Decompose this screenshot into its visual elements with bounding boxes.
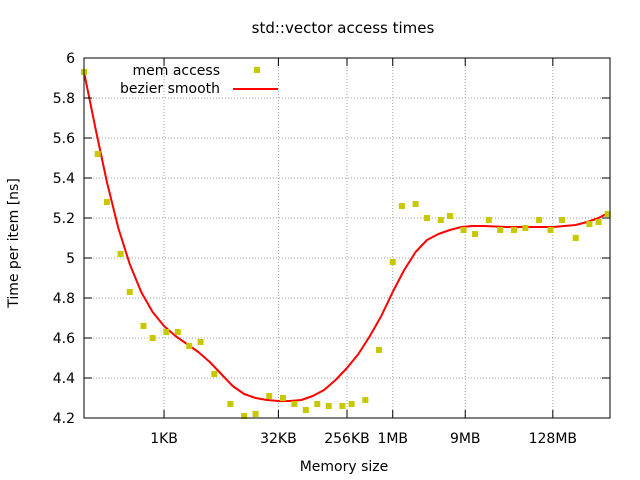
mem-access-point [302, 407, 309, 413]
y-tick-label: 6 [66, 51, 75, 67]
mem-access-point [362, 397, 369, 403]
mem-access-point [126, 289, 133, 295]
mem-access-point [412, 201, 419, 207]
x-tick-label: 9MB [450, 431, 481, 447]
mem-access-point [314, 401, 321, 407]
y-tick-label: 4.6 [53, 331, 75, 347]
y-tick-label: 4.8 [53, 291, 75, 307]
mem-access-point [572, 235, 579, 241]
mem-access-point [398, 203, 405, 209]
y-tick-label: 5.6 [53, 131, 75, 147]
mem-access-point [291, 401, 298, 407]
x-tick-label: 256KB [324, 431, 370, 447]
chart-title: std::vector access times [252, 19, 435, 37]
x-tick-label: 128MB [529, 431, 577, 447]
bezier-smooth-line [83, 71, 611, 402]
mem-access-point [103, 199, 110, 205]
mem-access-point [446, 213, 453, 219]
mem-access-point [510, 227, 517, 233]
y-tick-label: 5 [66, 251, 75, 267]
legend: mem access bezier smooth [120, 63, 278, 97]
mem-access-point [94, 151, 101, 157]
mem-access-point [117, 251, 124, 257]
y-tick-label: 5.4 [53, 171, 75, 187]
legend-swatch-mem-access [254, 67, 260, 73]
mem-access-point [558, 217, 565, 223]
mem-access-point [252, 411, 259, 417]
mem-access-point [227, 401, 234, 407]
mem-access-point [389, 259, 396, 265]
smooth-line-layer [83, 71, 611, 402]
mem-access-point [163, 329, 170, 335]
y-axis-label: Time per item [ns] [6, 178, 22, 309]
legend-label-mem-access: mem access [132, 63, 220, 79]
mem-access-point [325, 403, 332, 409]
mem-access-point [522, 225, 529, 231]
axis-ticks: 4.2 4.4 4.6 4.8 5 5.2 5.4 5.6 5.8 6 1KB 32KB 256KB 1M… [53, 51, 610, 447]
mem-access-point [497, 227, 504, 233]
mem-access-point [266, 393, 273, 399]
mem-access-point [149, 335, 156, 341]
data-points-layer [81, 69, 611, 419]
mem-access-point [536, 217, 543, 223]
mem-access-point [174, 329, 181, 335]
y-tick-label: 5.8 [53, 91, 75, 107]
mem-access-point [437, 217, 444, 223]
mem-access-point [460, 227, 467, 233]
mem-access-point [197, 339, 204, 345]
mem-access-point [376, 347, 383, 353]
mem-access-point [279, 395, 286, 401]
mem-access-point [604, 211, 611, 217]
mem-access-point [547, 227, 554, 233]
grid-lines [84, 58, 610, 418]
mem-access-point [485, 217, 492, 223]
mem-access-point [140, 323, 147, 329]
mem-access-point [424, 215, 431, 221]
y-tick-label: 4.2 [53, 411, 75, 427]
x-tick-label: 1MB [377, 431, 408, 447]
y-tick-label: 5.2 [53, 211, 75, 227]
mem-access-point [472, 231, 479, 237]
mem-access-point [211, 371, 218, 377]
mem-access-point [586, 221, 593, 227]
x-tick-label: 32KB [260, 431, 297, 447]
mem-access-point [348, 401, 355, 407]
mem-access-point [186, 343, 193, 349]
mem-access-point [339, 403, 346, 409]
x-axis-label: Memory size [300, 459, 389, 475]
mem-access-point [595, 219, 602, 225]
mem-access-point [241, 413, 248, 419]
y-tick-label: 4.4 [53, 371, 75, 387]
legend-label-bezier-smooth: bezier smooth [120, 81, 220, 97]
x-tick-label: 1KB [150, 431, 178, 447]
